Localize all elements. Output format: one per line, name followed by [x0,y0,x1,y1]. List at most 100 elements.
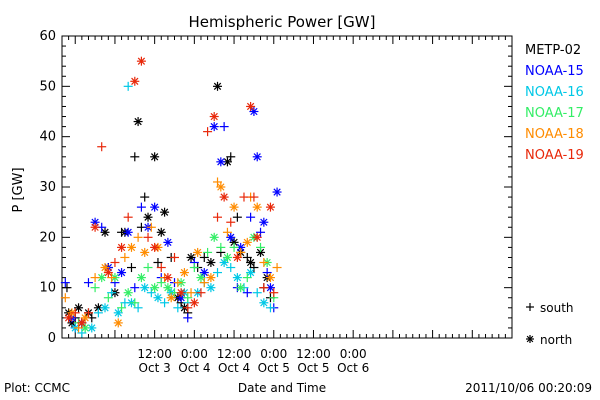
x-tick-date: Oct 3 [139,361,171,375]
south-point [242,273,252,283]
north-point [136,273,146,283]
north-point [246,101,256,111]
data-points [60,56,282,338]
north-point [186,252,196,262]
legend-item: NOAA-17 [525,106,584,121]
south-point [93,308,103,318]
north-point [80,313,90,323]
south-point [74,323,84,333]
south-point [216,242,226,252]
south-point [173,303,183,313]
north-point [123,227,133,237]
south-point [173,278,183,288]
south-point [117,303,127,313]
x-tick-time: 0:00 [260,347,287,361]
north-point [100,227,110,237]
north-point [143,212,153,222]
north-point [113,308,123,318]
north-point [226,232,236,242]
south-point [213,177,223,187]
south-marker-icon [526,303,534,311]
north-point [193,247,203,257]
north-point [206,283,216,293]
north-point [163,273,173,283]
south-point [156,263,166,273]
south-point [133,303,143,313]
north-point [150,283,160,293]
north-point [206,258,216,267]
north-point [117,268,127,278]
north-point [219,192,229,202]
north-point [77,318,87,328]
north-point [246,268,256,278]
legend-item: NOAA-16 [525,85,584,100]
south-point [103,293,113,303]
marker-legend: south north [526,301,574,347]
north-point [163,237,173,247]
south-point [97,142,107,152]
north-point [133,117,143,127]
north-point [176,288,186,298]
south-point [107,273,117,283]
x-tick-date: Oct 5 [297,361,329,375]
south-point [77,328,87,338]
south-point [120,252,130,262]
south-point [256,242,266,252]
north-point [74,303,84,313]
north-point [196,273,206,283]
south-point [229,242,239,252]
south-point [143,232,153,242]
north-point [113,318,123,328]
north-point [156,227,166,237]
south-point [146,222,156,232]
south-point [213,212,223,222]
south-point [256,227,266,237]
south-point [183,313,193,323]
north-point [272,187,282,197]
south-point [170,252,179,262]
north-point [140,247,150,257]
south-point [153,258,163,267]
south-point [262,268,272,278]
axes [61,35,513,339]
south-point [90,283,100,293]
north-point [64,313,74,323]
north-point [199,268,209,278]
north-point [209,232,219,242]
x-tick-time: 12:00 [296,347,331,361]
y-axis-label: P [GW] [11,167,26,212]
south-point [236,247,246,257]
south-point [130,298,140,308]
south-point [232,212,242,222]
north-point [166,293,176,303]
x-tick-time: 0:00 [181,347,208,361]
south-point [156,278,166,288]
south-point [107,288,117,298]
south-point [213,268,223,278]
north-point [100,263,110,273]
north-point [232,273,242,283]
south-point [265,303,275,313]
x-tick-date: Oct 5 [258,361,290,375]
north-point [179,268,189,278]
south-point [183,303,193,313]
x-tick-date: Oct 4 [218,361,250,375]
y-tick-label: 10 [39,281,56,296]
north-point [100,303,110,313]
north-point [130,76,140,86]
south-point [90,273,100,283]
north-point [90,222,100,232]
north-point [232,252,242,262]
y-tick-label: 20 [39,230,56,245]
south-point [143,263,153,273]
y-tick-label: 60 [39,29,56,44]
south-point [60,278,70,288]
south-point [246,212,256,222]
north-point [126,242,136,252]
south-point [259,283,269,293]
south-point [60,293,70,303]
y-tick-label: 50 [39,79,56,94]
plot-credit: Plot: CCMC [4,381,70,395]
north-point [246,258,256,267]
